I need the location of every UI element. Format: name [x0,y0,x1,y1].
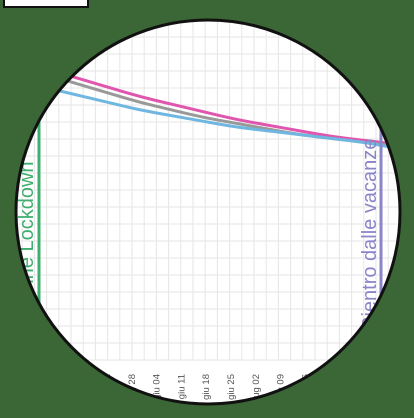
x-tick-label: giu 18 [201,374,212,400]
x-tick-label: lug 09 [276,374,287,400]
lens-border [14,18,402,406]
x-tick-label: lug 02 [251,374,262,400]
x-tick-label: giu 11 [176,374,187,399]
holiday-marker-label: Rientro dalle vacanze [359,139,381,331]
x-tick-label: giu 25 [226,374,237,400]
lens-background [16,20,400,404]
x-tick-label: giu 04 [152,374,163,400]
header-box [3,0,89,8]
